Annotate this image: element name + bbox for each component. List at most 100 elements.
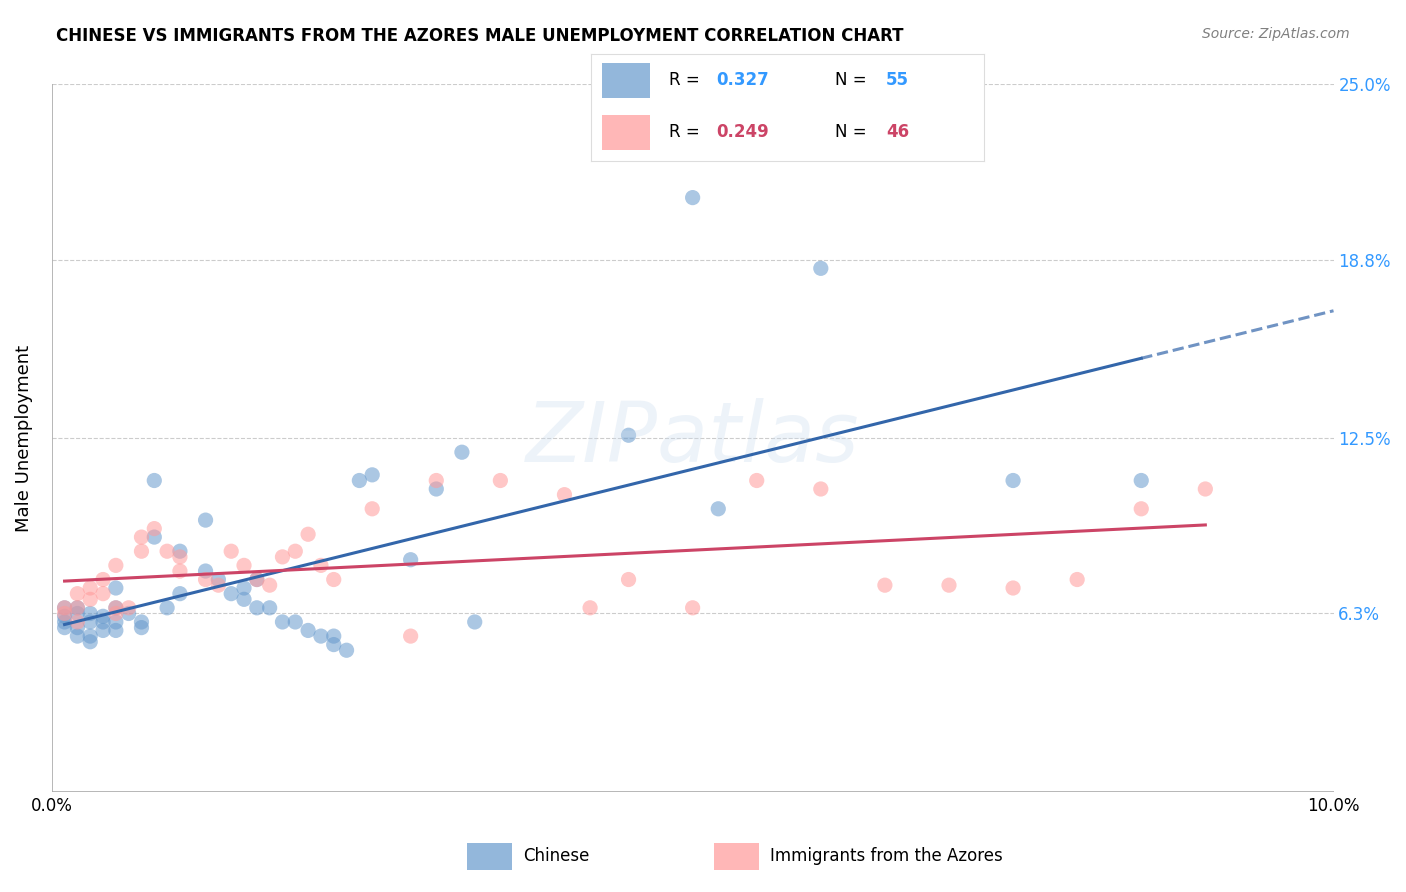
Point	[246, 600, 269, 615]
Point	[194, 513, 217, 527]
Text: ZIPatlas: ZIPatlas	[526, 398, 859, 479]
Point	[53, 615, 76, 629]
Point	[66, 607, 89, 621]
Point	[271, 549, 294, 564]
Text: N =: N =	[835, 123, 872, 141]
Point	[104, 607, 127, 621]
Point	[91, 587, 114, 601]
Point	[1002, 474, 1025, 488]
Point	[284, 615, 307, 629]
Point	[66, 629, 89, 643]
Point	[131, 530, 153, 544]
Point	[169, 549, 191, 564]
Point	[53, 600, 76, 615]
Text: Source: ZipAtlas.com: Source: ZipAtlas.com	[1202, 27, 1350, 41]
Text: Chinese: Chinese	[523, 847, 589, 865]
Y-axis label: Male Unemployment: Male Unemployment	[15, 344, 32, 532]
Point	[1130, 474, 1153, 488]
Point	[118, 600, 141, 615]
Point	[156, 600, 179, 615]
Point	[79, 607, 101, 621]
Point	[682, 600, 704, 615]
Text: R =: R =	[669, 123, 706, 141]
Point	[246, 573, 269, 587]
Point	[79, 634, 101, 648]
Text: 0.249: 0.249	[717, 123, 769, 141]
Point	[53, 607, 76, 621]
Point	[91, 609, 114, 624]
Text: 46: 46	[886, 123, 908, 141]
Point	[322, 629, 344, 643]
Point	[219, 544, 242, 558]
Point	[233, 592, 256, 607]
FancyBboxPatch shape	[602, 63, 650, 98]
Point	[284, 544, 307, 558]
Point	[938, 578, 960, 592]
Point	[297, 527, 319, 541]
Point	[104, 600, 127, 615]
Point	[131, 544, 153, 558]
Point	[194, 573, 217, 587]
Point	[233, 581, 256, 595]
Point	[553, 488, 575, 502]
Point	[143, 522, 166, 536]
Point	[810, 482, 832, 496]
Point	[271, 615, 294, 629]
Point	[810, 261, 832, 276]
Point	[131, 615, 153, 629]
Point	[194, 564, 217, 578]
Point	[1066, 573, 1088, 587]
Point	[617, 573, 640, 587]
Point	[91, 573, 114, 587]
Point	[143, 474, 166, 488]
Point	[118, 607, 141, 621]
Text: 0.327: 0.327	[717, 71, 769, 89]
Point	[464, 615, 486, 629]
Point	[219, 587, 242, 601]
Point	[79, 629, 101, 643]
Point	[156, 544, 179, 558]
Point	[309, 558, 332, 573]
Point	[707, 501, 730, 516]
Point	[66, 587, 89, 601]
Point	[104, 600, 127, 615]
Point	[53, 609, 76, 624]
Point	[66, 615, 89, 629]
Point	[489, 474, 512, 488]
Text: R =: R =	[669, 71, 706, 89]
Point	[579, 600, 602, 615]
Point	[79, 615, 101, 629]
Point	[207, 573, 229, 587]
Point	[66, 600, 89, 615]
Point	[617, 428, 640, 442]
Point	[335, 643, 357, 657]
Point	[1002, 581, 1025, 595]
Point	[451, 445, 474, 459]
Point	[91, 624, 114, 638]
Point	[53, 621, 76, 635]
Point	[233, 558, 256, 573]
Point	[259, 578, 281, 592]
Point	[104, 624, 127, 638]
FancyBboxPatch shape	[602, 114, 650, 150]
Point	[104, 581, 127, 595]
Point	[1130, 501, 1153, 516]
Text: CHINESE VS IMMIGRANTS FROM THE AZORES MALE UNEMPLOYMENT CORRELATION CHART: CHINESE VS IMMIGRANTS FROM THE AZORES MA…	[56, 27, 904, 45]
Point	[322, 638, 344, 652]
Point	[53, 600, 76, 615]
Text: 55: 55	[886, 71, 908, 89]
Point	[322, 573, 344, 587]
FancyBboxPatch shape	[714, 843, 759, 870]
Point	[143, 530, 166, 544]
Point	[361, 501, 384, 516]
Point	[745, 474, 768, 488]
Point	[91, 615, 114, 629]
Point	[297, 624, 319, 638]
Point	[873, 578, 896, 592]
Point	[169, 564, 191, 578]
FancyBboxPatch shape	[467, 843, 512, 870]
Point	[1194, 482, 1216, 496]
Point	[259, 600, 281, 615]
Point	[399, 629, 422, 643]
Point	[425, 474, 447, 488]
